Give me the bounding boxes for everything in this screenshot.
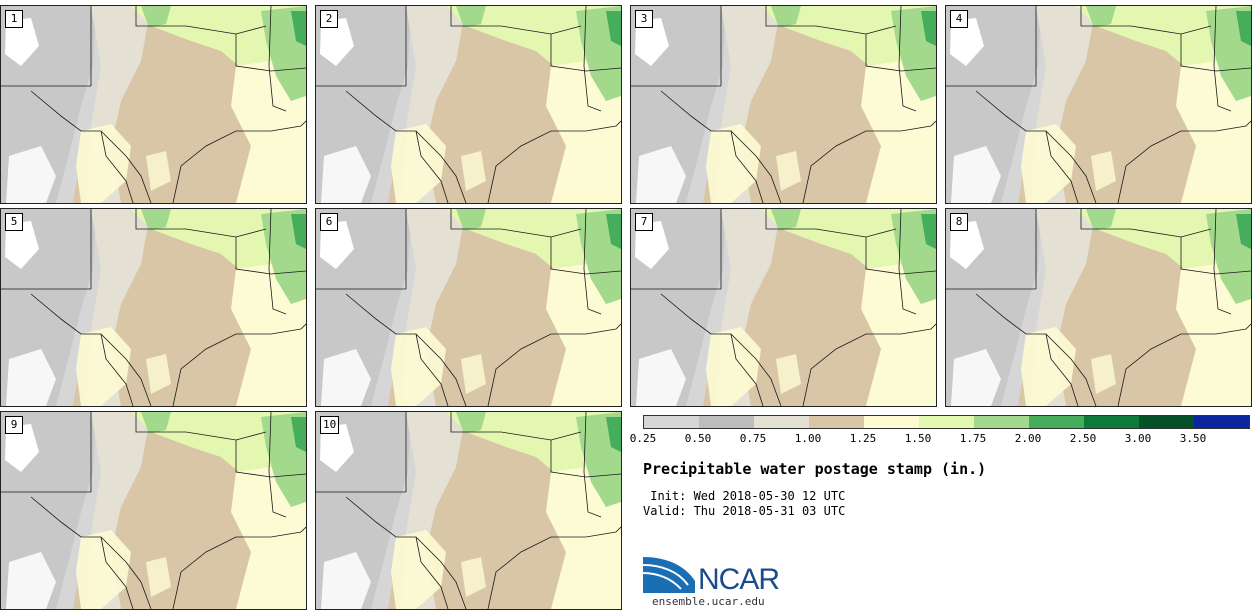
member-label: 4 — [950, 10, 968, 28]
colorbar-segment — [1194, 416, 1249, 428]
map-panel: 4 — [945, 5, 1252, 204]
member-label: 1 — [5, 10, 23, 28]
colorbar-segment — [644, 416, 699, 428]
init-time: Init: Wed 2018-05-30 12 UTC — [643, 489, 846, 503]
colorbar-tick-label: 0.75 — [739, 432, 767, 445]
map-panel: 6 — [315, 208, 622, 407]
member-label: 8 — [950, 213, 968, 231]
map-panel: 8 — [945, 208, 1252, 407]
colorbar-tick-label: 3.50 — [1179, 432, 1207, 445]
member-label: 10 — [320, 416, 340, 434]
map-panel: 1 — [0, 5, 307, 204]
colorbar-segment — [699, 416, 754, 428]
map-panel: 2 — [315, 5, 622, 204]
map-panel: 5 — [0, 208, 307, 407]
colorbar-segment — [809, 416, 864, 428]
member-label: 5 — [5, 213, 23, 231]
colorbar-segment — [1029, 416, 1084, 428]
colorbar-tick-label: 1.75 — [959, 432, 987, 445]
map-panel: 7 — [630, 208, 937, 407]
colorbar-segment — [754, 416, 809, 428]
logo-text: NCAR — [698, 563, 780, 596]
map-panel: 9 — [0, 411, 307, 610]
colorbar-segment — [919, 416, 974, 428]
valid-time: Valid: Thu 2018-05-31 03 UTC — [643, 504, 846, 518]
colorbar-tick-label: 1.25 — [849, 432, 877, 445]
member-label: 9 — [5, 416, 23, 434]
colorbar — [643, 415, 1250, 429]
colorbar-tick-label: 2.00 — [1014, 432, 1042, 445]
colorbar-tick-label: 1.00 — [794, 432, 822, 445]
site-url: ensemble.ucar.edu — [652, 595, 765, 608]
colorbar-tick-label: 3.00 — [1124, 432, 1152, 445]
colorbar-segment — [974, 416, 1029, 428]
member-label: 2 — [320, 10, 338, 28]
colorbar-segment — [1139, 416, 1194, 428]
colorbar-tick-label: 1.50 — [904, 432, 932, 445]
colorbar-segment — [864, 416, 919, 428]
member-label: 6 — [320, 213, 338, 231]
colorbar-tick-label: 2.50 — [1069, 432, 1097, 445]
colorbar-tick-label: 0.25 — [629, 432, 657, 445]
member-label: 7 — [635, 213, 653, 231]
map-panel: 10 — [315, 411, 622, 610]
colorbar-segment — [1084, 416, 1139, 428]
ncar-logo — [643, 557, 695, 593]
chart-title: Precipitable water postage stamp (in.) — [643, 460, 987, 478]
map-panel: 3 — [630, 5, 937, 204]
member-label: 3 — [635, 10, 653, 28]
colorbar-tick-label: 0.50 — [684, 432, 712, 445]
